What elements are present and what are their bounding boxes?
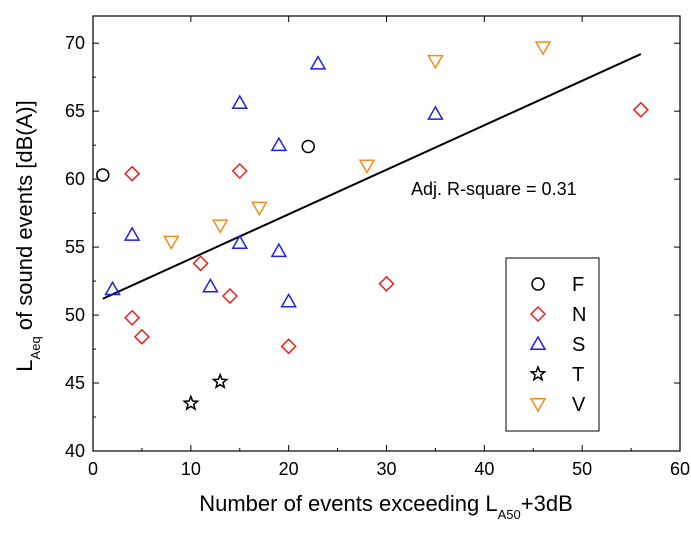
data-point-f: [96, 168, 110, 182]
y-tick-label: 65: [65, 101, 85, 121]
data-point-v: [211, 219, 229, 234]
y-axis: 40 45 50 55 60 65 70: [65, 33, 680, 461]
legend-label-t: T: [572, 364, 584, 386]
data-point-t: [211, 372, 229, 390]
x-tick-label: 10: [181, 459, 201, 479]
data-point-n: [632, 101, 649, 118]
data-point-s: [123, 226, 141, 241]
x-axis: 0 10 20 30 40 50 60: [88, 16, 690, 479]
y-tick-label: 60: [65, 169, 85, 189]
data-point-n: [231, 162, 248, 180]
data-point-s: [104, 280, 121, 296]
data-point-s: [270, 242, 288, 258]
legend-marker-v: [529, 398, 547, 413]
data-point-n: [378, 275, 395, 292]
data-point-f: [301, 139, 315, 154]
y-tick-label: 40: [65, 441, 85, 461]
legend-label-n: N: [572, 304, 586, 326]
data-point-n: [133, 328, 150, 345]
fit-line: [102, 53, 642, 300]
data-point-n: [280, 338, 297, 355]
data-point-v: [162, 235, 180, 251]
legend-marker-f: [531, 277, 545, 291]
y-tick-label: 55: [65, 237, 85, 257]
legend-label-v: V: [572, 394, 586, 416]
data-points: [96, 41, 649, 411]
legend-marker-t: [529, 364, 547, 382]
y-tick-label: 70: [65, 33, 85, 53]
data-point-n: [221, 287, 239, 305]
data-point-s: [280, 292, 297, 308]
y-axis-title: LAeq of sound events [dB(A)]: [12, 100, 43, 371]
legend-marker-n: [529, 305, 547, 323]
x-tick-label: 20: [279, 459, 299, 479]
legend-label-s: S: [572, 334, 585, 356]
legend-box: [505, 257, 600, 432]
y-tick-label: 50: [65, 305, 85, 325]
x-tick-label: 50: [572, 459, 592, 479]
data-point-s: [231, 234, 249, 250]
x-tick-label: 0: [88, 459, 98, 479]
x-axis-title: Number of events exceeding LA50+3dB: [199, 491, 573, 522]
data-point-s: [427, 105, 444, 120]
data-point-v: [251, 201, 268, 217]
x-tick-label: 40: [474, 459, 494, 479]
data-point-s: [309, 55, 327, 70]
data-point-s: [270, 136, 288, 152]
data-point-n: [192, 255, 209, 272]
legend-label-f: F: [572, 274, 584, 296]
y-tick-label: 45: [65, 373, 85, 393]
data-point-s: [231, 94, 249, 109]
data-point-n: [124, 165, 141, 182]
legend-marker-s: [529, 335, 547, 350]
data-point-v: [534, 41, 552, 56]
x-tick-label: 30: [376, 459, 396, 479]
data-point-n: [124, 309, 141, 326]
x-tick-label: 60: [670, 459, 690, 479]
fit-annotation: Adj. R-square = 0.31: [411, 179, 577, 199]
data-point-s: [202, 278, 219, 293]
data-point-t: [182, 394, 200, 411]
data-point-v: [427, 54, 444, 70]
data-point-v: [358, 159, 376, 175]
